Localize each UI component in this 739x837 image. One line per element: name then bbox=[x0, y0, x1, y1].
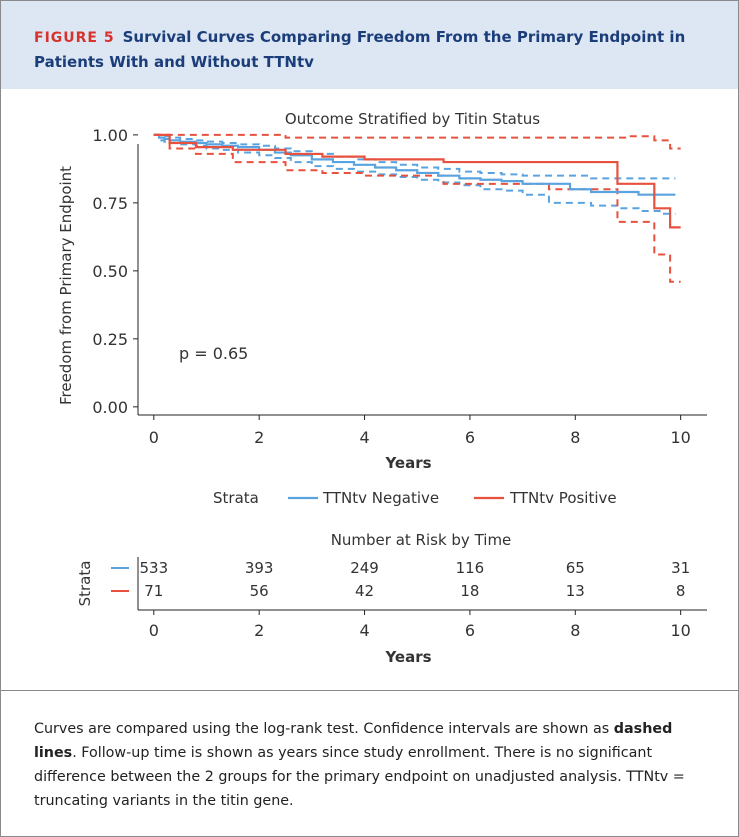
figure-label: FIGURE 5 bbox=[34, 30, 115, 46]
figure-title: Survival Curves Comparing Freedom From t… bbox=[34, 28, 686, 71]
y-tick-label: 0.25 bbox=[92, 330, 128, 349]
risk-count-positive: 13 bbox=[566, 582, 585, 600]
p-value-annotation: p = 0.65 bbox=[179, 344, 248, 363]
ci-upper-positive bbox=[153, 133, 681, 150]
x-tick-label: 6 bbox=[465, 428, 475, 447]
risk-count-negative: 249 bbox=[350, 559, 379, 577]
risk-x-tick-label: 6 bbox=[465, 621, 475, 640]
risk-y-axis-label: Strata bbox=[76, 561, 94, 607]
chart-title: Outcome Stratified by Titin Status bbox=[285, 110, 540, 128]
risk-count-negative: 65 bbox=[566, 559, 585, 577]
risk-x-tick-label: 0 bbox=[149, 621, 159, 640]
survival-curve-negative bbox=[153, 133, 676, 196]
y-tick-label: 0.50 bbox=[92, 262, 128, 281]
caption-bold: dashed lines bbox=[34, 721, 673, 761]
ci-lower-positive bbox=[153, 133, 681, 283]
x-axis-label: Years bbox=[384, 454, 431, 472]
y-tick-label: 0.75 bbox=[92, 194, 128, 213]
risk-count-negative: 31 bbox=[671, 559, 690, 577]
risk-x-tick-label: 10 bbox=[670, 621, 690, 640]
x-tick-label: 4 bbox=[359, 428, 369, 447]
risk-count-negative: 393 bbox=[245, 559, 274, 577]
y-axis-label: Freedom from Primary Endpoint bbox=[57, 166, 75, 405]
caption-text-2: . Follow-up time is shown as years since… bbox=[34, 745, 685, 809]
risk-table-title: Number at Risk by Time bbox=[331, 531, 512, 549]
risk-count-positive: 8 bbox=[676, 582, 686, 600]
y-tick-label: 0.00 bbox=[92, 398, 128, 417]
caption-divider bbox=[1, 690, 738, 691]
risk-count-negative: 533 bbox=[139, 559, 168, 577]
risk-count-positive: 18 bbox=[460, 582, 479, 600]
figure-caption: Curves are compared using the log-rank t… bbox=[34, 717, 714, 813]
survival-curve-positive bbox=[153, 133, 681, 229]
risk-x-tick-label: 4 bbox=[359, 621, 369, 640]
ci-upper-negative bbox=[153, 133, 676, 180]
legend-label-negative: TTNtv Negative bbox=[322, 489, 439, 507]
risk-x-tick-label: 8 bbox=[570, 621, 580, 640]
risk-count-positive: 42 bbox=[355, 582, 374, 600]
y-tick-label: 1.00 bbox=[92, 126, 128, 145]
x-tick-label: 8 bbox=[570, 428, 580, 447]
figure-heading: FIGURE 5 Survival Curves Comparing Freedo… bbox=[34, 25, 724, 74]
risk-count-positive: 56 bbox=[250, 582, 269, 600]
risk-x-tick-label: 2 bbox=[254, 621, 264, 640]
x-tick-label: 0 bbox=[149, 428, 159, 447]
risk-count-positive: 71 bbox=[144, 582, 163, 600]
legend-title: Strata bbox=[213, 489, 259, 507]
figure-header: FIGURE 5 Survival Curves Comparing Freedo… bbox=[1, 1, 738, 89]
legend-label-positive: TTNtv Positive bbox=[509, 489, 617, 507]
survival-chart: Outcome Stratified by Titin Status 0.00 0.… bbox=[57, 110, 707, 666]
x-tick-label: 2 bbox=[254, 428, 264, 447]
x-tick-label: 10 bbox=[670, 428, 690, 447]
caption-text-1: Curves are compared using the log-rank t… bbox=[34, 721, 614, 737]
risk-x-axis-label: Years bbox=[384, 648, 431, 666]
risk-count-negative: 116 bbox=[456, 559, 485, 577]
